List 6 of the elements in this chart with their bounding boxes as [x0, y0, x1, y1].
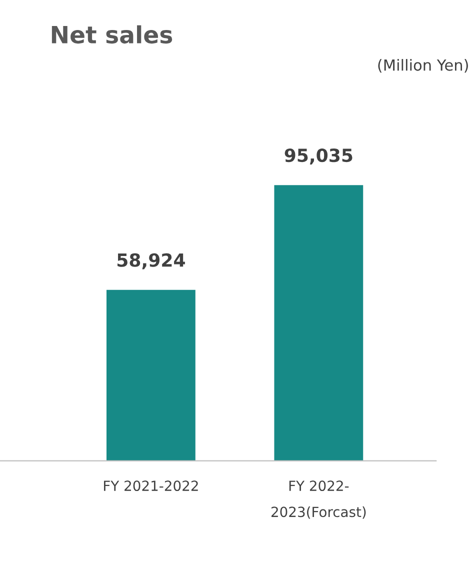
x-tick-label: FY 2022-2023(Forcast) [271, 480, 366, 519]
x-tick-label: FY 2021-2022 [104, 480, 198, 492]
data-label: 58,924 [118, 253, 185, 270]
chart-title: Net sales [52, 25, 172, 44]
data-label: 95,035 [284, 148, 352, 164]
text: (Million Yen) [378, 59, 468, 73]
